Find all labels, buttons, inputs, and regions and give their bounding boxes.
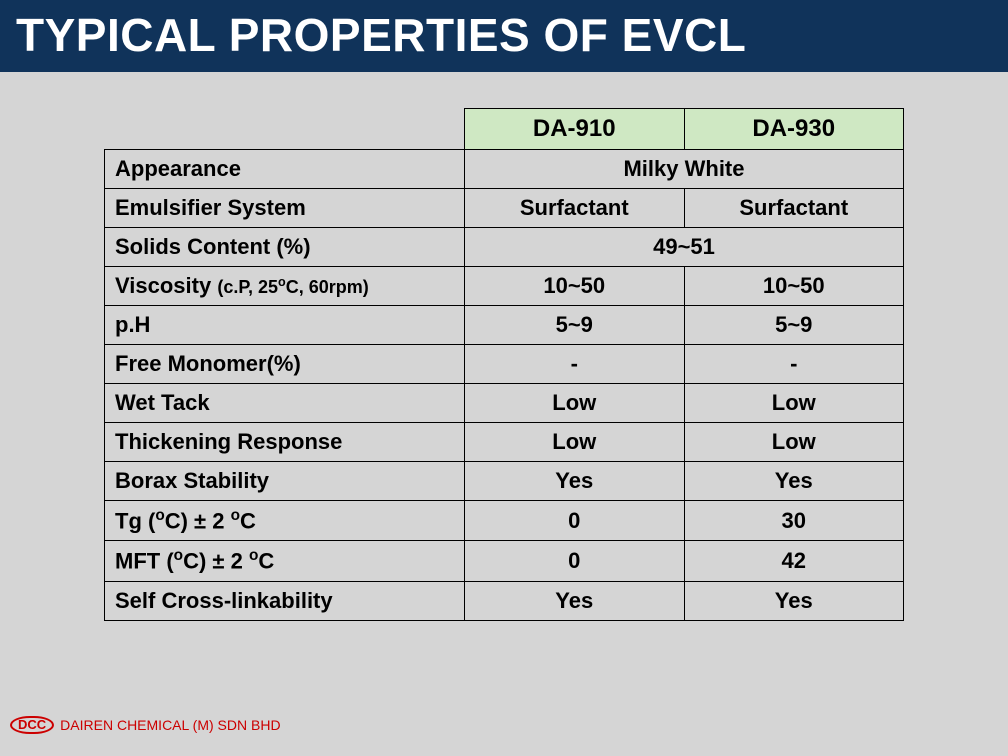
company-name: DAIREN CHEMICAL (M) SDN BHD (60, 717, 280, 733)
row-value: Low (465, 384, 685, 423)
row-label: Self Cross-linkability (105, 581, 465, 620)
row-value: Low (684, 423, 904, 462)
row-value: Yes (465, 581, 685, 620)
properties-table: DA-910 DA-930 AppearanceMilky WhiteEmuls… (104, 108, 904, 621)
title-bar: TYPICAL PROPERTIES OF EVCL (0, 0, 1008, 72)
row-value: Low (465, 423, 685, 462)
page-title: TYPICAL PROPERTIES OF EVCL (16, 8, 746, 62)
table-row: Free Monomer(%)-- (105, 345, 904, 384)
row-value-merged: Milky White (465, 150, 904, 189)
row-label: Wet Tack (105, 384, 465, 423)
table-row: Borax StabilityYesYes (105, 462, 904, 501)
row-label: Viscosity (c.P, 25oC, 60rpm) (105, 267, 465, 306)
row-label: Thickening Response (105, 423, 465, 462)
row-value: Surfactant (684, 189, 904, 228)
row-label: p.H (105, 306, 465, 345)
table-row: AppearanceMilky White (105, 150, 904, 189)
row-label: Appearance (105, 150, 465, 189)
row-value: 10~50 (684, 267, 904, 306)
table-row: Self Cross-linkabilityYesYes (105, 581, 904, 620)
row-label: Solids Content (%) (105, 228, 465, 267)
row-value: Yes (684, 581, 904, 620)
row-label: Borax Stability (105, 462, 465, 501)
row-value: 0 (465, 501, 685, 541)
row-value: - (684, 345, 904, 384)
header-empty-cell (105, 109, 465, 150)
row-label: MFT (oC) ± 2 oC (105, 541, 465, 581)
row-value: Surfactant (465, 189, 685, 228)
table-row: Emulsifier SystemSurfactantSurfactant (105, 189, 904, 228)
row-value: Yes (684, 462, 904, 501)
logo-icon: DCC (10, 716, 54, 734)
row-value: - (465, 345, 685, 384)
row-value-merged: 49~51 (465, 228, 904, 267)
table-row: p.H5~95~9 (105, 306, 904, 345)
row-value: 10~50 (465, 267, 685, 306)
product-header-2: DA-930 (684, 109, 904, 150)
table-row: Solids Content (%)49~51 (105, 228, 904, 267)
row-value: 42 (684, 541, 904, 581)
table-row: MFT (oC) ± 2 oC042 (105, 541, 904, 581)
row-value: Low (684, 384, 904, 423)
row-value: 5~9 (465, 306, 685, 345)
table-row: Viscosity (c.P, 25oC, 60rpm)10~5010~50 (105, 267, 904, 306)
table-body: AppearanceMilky WhiteEmulsifier SystemSu… (105, 150, 904, 621)
row-label: Emulsifier System (105, 189, 465, 228)
row-value: Yes (465, 462, 685, 501)
product-header-1: DA-910 (465, 109, 685, 150)
footer: DCC DAIREN CHEMICAL (M) SDN BHD (10, 716, 281, 734)
table-row: Thickening ResponseLowLow (105, 423, 904, 462)
row-label: Free Monomer(%) (105, 345, 465, 384)
row-value: 0 (465, 541, 685, 581)
row-label: Tg (oC) ± 2 oC (105, 501, 465, 541)
row-value: 5~9 (684, 306, 904, 345)
table-row: Tg (oC) ± 2 oC030 (105, 501, 904, 541)
row-value: 30 (684, 501, 904, 541)
table-row: Wet TackLowLow (105, 384, 904, 423)
properties-table-wrap: DA-910 DA-930 AppearanceMilky WhiteEmuls… (104, 108, 904, 621)
table-header-row: DA-910 DA-930 (105, 109, 904, 150)
